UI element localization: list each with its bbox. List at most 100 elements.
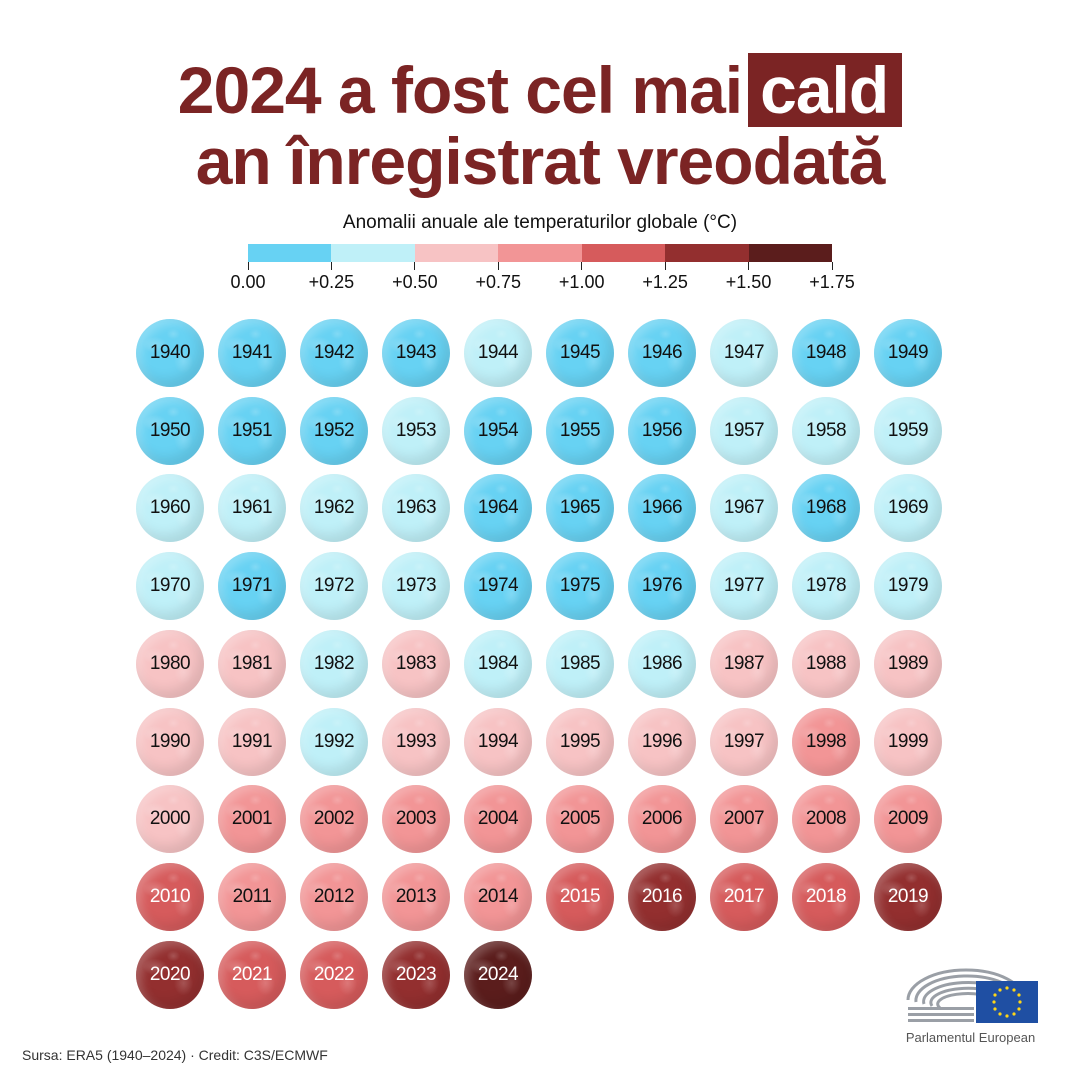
title-line-1-text: 2024 a fost cel mai (177, 53, 743, 127)
year-label: 2021 (231, 963, 273, 985)
year-label: 2017 (723, 885, 765, 907)
year-globe: 2023 (382, 940, 450, 1009)
year-label: 1971 (231, 575, 273, 597)
year-label: 1976 (641, 575, 683, 597)
year-label: 1980 (149, 652, 191, 674)
year-label: 1965 (559, 497, 601, 519)
year-label: 1979 (887, 575, 929, 597)
legend-segment (331, 244, 415, 262)
year-label: 2018 (805, 885, 847, 907)
year-label: 1975 (559, 575, 601, 597)
year-globe: 1953 (382, 396, 450, 465)
legend-tick-label: +1.25 (642, 272, 688, 292)
year-globe: 1993 (382, 707, 450, 776)
year-globe: 1962 (300, 474, 368, 543)
year-label: 1974 (477, 575, 519, 597)
year-label: 2000 (149, 808, 191, 830)
year-label: 1940 (149, 342, 191, 363)
year-label: 1954 (477, 419, 519, 441)
year-globe: 2019 (874, 862, 942, 931)
year-globe: 2020 (136, 940, 204, 1009)
year-globe: 2015 (546, 862, 614, 931)
year-globe: 1982 (300, 629, 368, 698)
year-label: 1952 (313, 419, 355, 441)
year-globe: 1990 (136, 707, 204, 776)
legend-tick (581, 262, 583, 270)
legend-tick-label: +1.50 (725, 272, 772, 292)
year-globe: 1952 (300, 396, 368, 465)
year-globe: 1992 (300, 707, 368, 776)
year-label: 2013 (395, 885, 437, 907)
year-globe: 1942 (300, 319, 368, 387)
year-globe: 1976 (628, 552, 696, 621)
year-globe: 2009 (874, 785, 942, 854)
year-globe: 1959 (874, 396, 942, 465)
year-label: 2005 (559, 808, 601, 830)
legend-segment (414, 244, 499, 262)
year-globe: 2004 (464, 785, 532, 854)
legend-segment (665, 244, 749, 262)
year-globe: 1945 (546, 319, 614, 387)
year-label: 1956 (641, 419, 683, 441)
year-globe: 1971 (218, 552, 286, 621)
year-label: 1970 (149, 575, 191, 597)
year-label: 1981 (231, 652, 273, 674)
year-label: 1972 (313, 575, 355, 597)
year-label: 1977 (723, 575, 765, 597)
year-globe: 2018 (792, 862, 860, 931)
year-globe: 1987 (710, 629, 778, 698)
year-globe: 1946 (628, 319, 696, 387)
year-label: 2007 (723, 808, 765, 830)
year-globe: 1947 (710, 319, 778, 387)
legend-tick (247, 262, 249, 270)
year-label: 1978 (805, 575, 847, 597)
year-label: 2015 (559, 885, 601, 907)
year-label: 1964 (477, 497, 519, 519)
legend-tick (414, 262, 416, 270)
year-globe: 1980 (136, 629, 204, 698)
year-globe: 1957 (710, 396, 778, 465)
year-label: 1941 (231, 342, 273, 363)
year-label: 1947 (723, 342, 765, 363)
year-globe: 2006 (628, 785, 696, 854)
year-globe: 1984 (464, 629, 532, 698)
year-globe: 1963 (382, 474, 450, 543)
year-globe: 1966 (628, 474, 696, 543)
year-label: 1946 (641, 342, 683, 363)
legend-segment (748, 244, 832, 262)
year-globe: 1985 (546, 629, 614, 698)
year-label: 2023 (395, 963, 437, 985)
year-label: 1998 (805, 730, 847, 752)
year-label: 1985 (559, 652, 601, 674)
year-globe: 1997 (710, 707, 778, 776)
title-highlight: cald (748, 53, 903, 127)
year-globe: 2002 (300, 785, 368, 854)
year-label: 2022 (313, 963, 355, 985)
year-globe: 1995 (546, 707, 614, 776)
year-label: 1966 (641, 497, 683, 519)
year-globe: 2000 (136, 785, 204, 854)
year-globe: 2014 (464, 862, 532, 931)
year-globe: 2022 (300, 940, 368, 1009)
year-globe: 2021 (218, 940, 286, 1009)
legend-tick-label: +1.75 (809, 272, 855, 292)
year-globe: 1974 (464, 552, 532, 621)
year-label: 2019 (887, 885, 929, 907)
year-label: 1983 (395, 652, 437, 674)
year-globe: 2010 (136, 862, 204, 931)
legend-tick (497, 262, 499, 270)
year-label: 1957 (723, 419, 765, 441)
year-label: 1987 (723, 652, 765, 674)
year-label: 1942 (313, 342, 355, 363)
year-label: 2003 (395, 808, 437, 830)
year-globe: 1941 (218, 319, 286, 387)
legend-tick (831, 262, 833, 270)
year-globe: 1956 (628, 396, 696, 465)
year-label: 1973 (395, 575, 437, 597)
year-globe: 2001 (218, 785, 286, 854)
year-label: 1984 (477, 652, 519, 674)
year-globe: 1989 (874, 629, 942, 698)
year-label: 2004 (477, 808, 519, 830)
year-label: 1991 (231, 730, 273, 752)
